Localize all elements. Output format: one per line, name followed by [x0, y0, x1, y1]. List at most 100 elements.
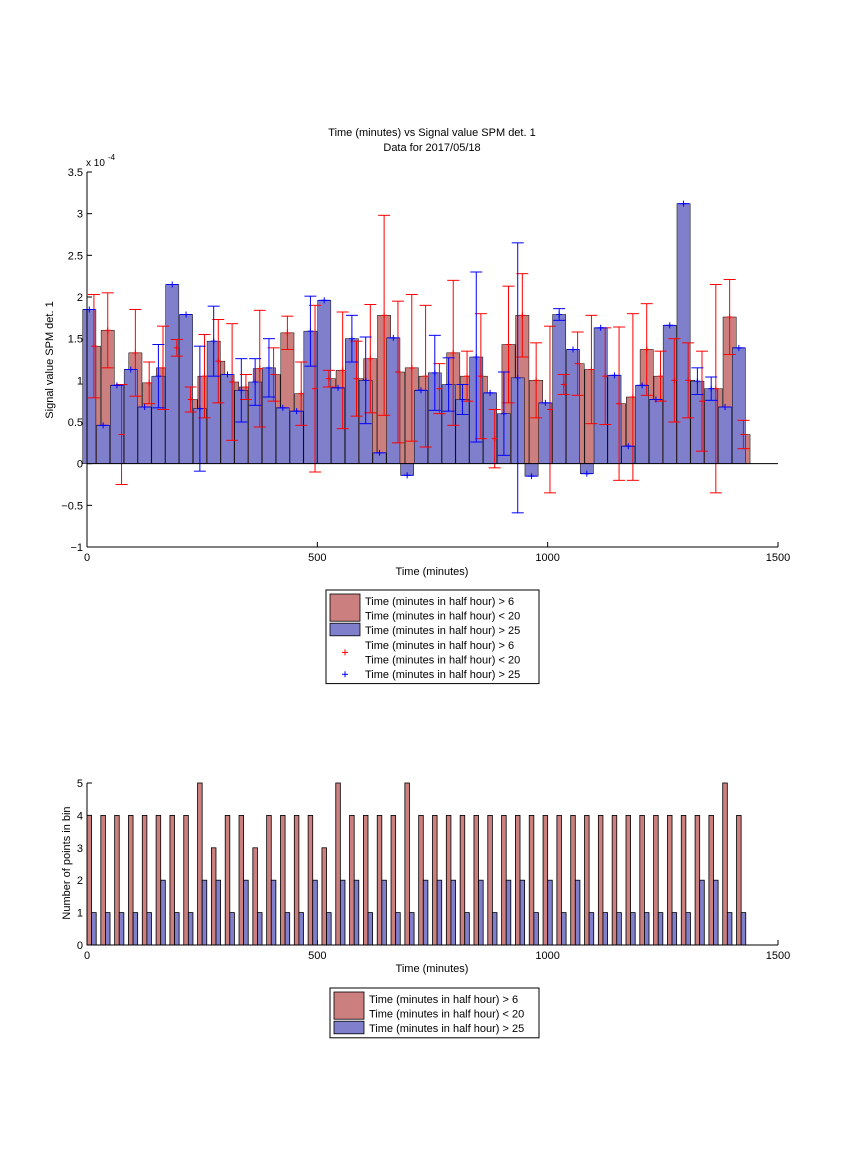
chart2-bar-blue [395, 912, 401, 946]
chart1-legend-label: Time (minutes in half hour) > 6 [365, 640, 514, 652]
chart2-bar-red [155, 815, 162, 946]
chart2-legend-box [329, 987, 540, 1039]
chart2-bar-red [390, 815, 397, 946]
chart1-plot: 0 500 1000 1500 −1 −0.5 0 0.5 1 1.5 2 2.5 3 3.5 [61, 167, 790, 564]
chart1-bar-blue [275, 407, 290, 464]
chart2-x-tick-label: 1000 [535, 950, 559, 962]
chart2-bar-red [86, 815, 93, 946]
chart1-bar-blue [649, 399, 663, 464]
chart2-bar-blue [409, 912, 415, 946]
chart2-bar-red [418, 815, 424, 946]
chart1-y-tick-label: 2.5 [68, 250, 83, 262]
chart2-bar-blue [505, 879, 512, 946]
chart2-bar-red [722, 782, 728, 946]
chart1-bar-blue [676, 203, 691, 464]
chart2-bar-blue [326, 912, 332, 946]
chart1-legend-label: Time (minutes in half hour) > 6 [365, 596, 514, 608]
chart2-bar-red [445, 815, 452, 946]
chart2-bar-blue [478, 879, 484, 946]
chart2-bar-red [363, 815, 369, 946]
chart2-bar-blue [284, 912, 291, 946]
chart2-bar-blue [353, 879, 360, 946]
chart2-bar-blue [726, 912, 733, 946]
chart2-bar-blue [312, 879, 318, 946]
chart2-bar-red [570, 815, 576, 946]
chart1-title: Time (minutes) vs Signal value SPM det. … [328, 127, 535, 139]
chart2-y-tick-label: 2 [77, 875, 83, 887]
chart2-bar-blue [160, 879, 166, 946]
chart2-bar-red [307, 815, 314, 946]
chart2-bar-blue [187, 912, 194, 946]
chart2-bar-blue [229, 912, 235, 946]
chart2-bar-red [680, 815, 687, 946]
chart2-bar-red [708, 815, 714, 946]
chart2-y-tick-label: 1 [77, 908, 83, 920]
chart2-bar-red [100, 815, 106, 946]
chart2-bar-red [473, 815, 479, 946]
chart2-bar-blue [740, 912, 747, 946]
chart2-legend-swatch-blue [333, 1020, 365, 1035]
chart2-bar-red [280, 815, 286, 946]
chart2-bar-blue [602, 912, 608, 946]
chart2-bar-blue [146, 912, 152, 946]
chart2-bar-blue [201, 879, 208, 946]
chart2-bar-red [625, 815, 631, 946]
chart2-bar-red [556, 815, 562, 946]
chart2-bar-red [252, 847, 258, 946]
chart2-bar-red [183, 815, 189, 946]
chart1-legend-swatch-red [329, 593, 361, 622]
chart2-bar-blue [298, 912, 304, 946]
chart1-x-tick-label: 1500 [766, 552, 790, 564]
chart2-legend: Time (minutes in half hour) > 6 Time (min… [329, 987, 540, 1039]
chart2-plot: 0 500 1000 1500 0 1 2 3 4 5 [77, 778, 790, 962]
chart2-bar-red [321, 847, 327, 946]
chart2-bar-blue [657, 912, 664, 946]
chart1-y-multiplier: x 10 [86, 158, 105, 169]
chart2-bar-red [169, 815, 175, 946]
chart2-bar-blue [215, 879, 221, 946]
chart2-bar-blue [574, 879, 581, 946]
chart2-x-tick-label: 1500 [766, 950, 790, 962]
chart1-legend: Time (minutes in half hour) > 6 Time (min… [325, 589, 540, 685]
chart2-bar-blue [685, 912, 691, 946]
chart1-subtitle: Data for 2017/05/18 [383, 142, 480, 154]
chart2-bar-blue [174, 912, 180, 946]
chart2-bar-blue [671, 912, 678, 946]
chart2-bar-red [432, 815, 438, 946]
chart2-bar-red [611, 815, 618, 946]
chart2-y-tick-label: 0 [77, 940, 83, 952]
chart1-y-tick-label: 1 [77, 375, 83, 387]
chart2-bar-red [528, 815, 535, 946]
chart1-bar-blue [165, 284, 180, 464]
chart1-x-label: Time (minutes) [396, 566, 469, 578]
chart2-bar-red [501, 815, 507, 946]
chart2-bar-blue [243, 879, 249, 946]
chart2-bar-red [667, 815, 673, 946]
chart1-x-tick-label: 0 [84, 552, 90, 564]
chart2-bar-blue [616, 912, 622, 946]
chart2-bar-blue [132, 912, 139, 946]
chart2-bar-blue [422, 879, 429, 946]
chart1-y-tick-label: 3.5 [68, 167, 83, 179]
chart2-legend-swatch-red [333, 991, 365, 1020]
chart2-bar-red [210, 847, 217, 946]
chart2-bar-blue [257, 912, 263, 946]
chart1-y-tick-label: 3 [77, 209, 83, 221]
chart2-x-label: Time (minutes) [396, 963, 469, 975]
chart2-bar-red [404, 782, 410, 946]
chart2-bar-blue [381, 879, 387, 946]
chart2-x-tick-label: 0 [84, 950, 90, 962]
chart2-bar-blue [630, 912, 636, 946]
chart2-bar-red [128, 815, 134, 946]
chart1-y-tick-label: 1.5 [68, 334, 83, 346]
chart2-bar-blue [547, 879, 553, 946]
chart2-bar-blue [713, 879, 719, 946]
chart1-bar-blue [718, 406, 732, 464]
chart2-bar-blue [588, 912, 595, 946]
chart2-bar-red [114, 815, 120, 946]
chart2-bar-red [197, 782, 203, 946]
chart2-bar-red [224, 815, 231, 946]
chart2-y-label: Number of points in bin [61, 806, 73, 919]
chart2-bar-blue [533, 912, 539, 946]
